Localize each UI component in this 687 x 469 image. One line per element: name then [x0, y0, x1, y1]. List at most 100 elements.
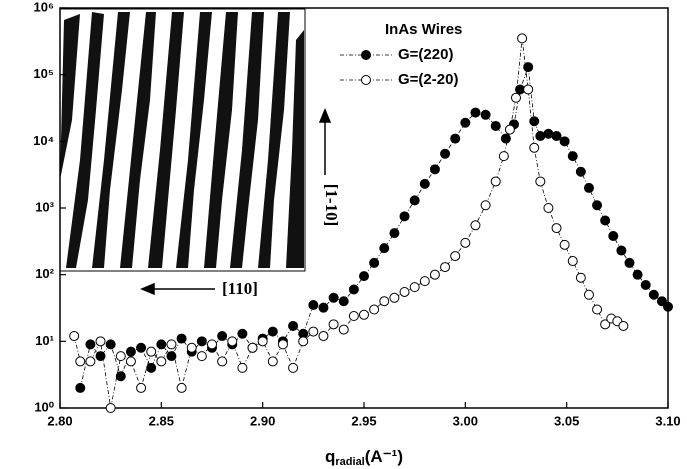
annotation-arrow [140, 108, 332, 296]
data-point [186, 342, 197, 353]
data-point [618, 320, 629, 331]
data-point [277, 339, 288, 350]
data-point [298, 336, 309, 347]
data-point [156, 356, 167, 367]
data-point [575, 272, 586, 283]
data-point [624, 257, 635, 268]
data-point [328, 292, 339, 303]
data-point [267, 326, 278, 337]
data-point [136, 382, 147, 393]
legend-label: G=(2-20) [398, 71, 458, 88]
data-point [196, 336, 207, 347]
y-tick-label: 10¹ [35, 333, 54, 348]
data-point [490, 120, 501, 131]
data-point [389, 292, 400, 303]
data-point [648, 289, 659, 300]
data-point [535, 131, 546, 142]
x-tick-label: 2.85 [149, 413, 174, 428]
data-point [166, 351, 177, 362]
data-point [146, 362, 157, 373]
y-tick-label: 10³ [35, 199, 54, 214]
data-point [567, 256, 578, 267]
data-point [498, 151, 509, 162]
data-point [115, 351, 126, 362]
data-point [419, 178, 430, 189]
data-point [583, 182, 594, 193]
data-point [75, 356, 86, 367]
data-point [85, 339, 96, 350]
data-point [529, 116, 540, 127]
data-point [389, 228, 400, 239]
data-point [318, 331, 329, 342]
data-point [359, 271, 369, 282]
data-point [543, 203, 554, 213]
annotation: [110] [222, 279, 258, 298]
y-tick-label: 10⁵ [33, 66, 54, 81]
data-point [450, 133, 461, 144]
data-point [125, 346, 136, 357]
data-point [166, 339, 177, 350]
data-point [480, 200, 491, 211]
data-point [440, 262, 451, 273]
data-point [217, 356, 228, 367]
data-point [207, 339, 217, 350]
data-point [338, 296, 349, 307]
x-tick-label: 2.80 [47, 413, 72, 428]
data-point [318, 302, 329, 313]
annotation: [1-10] [322, 184, 341, 226]
data-point [419, 276, 430, 287]
data-point [663, 301, 673, 312]
data-point [69, 331, 80, 342]
data-point [632, 269, 643, 280]
x-axis-label: qradial(A⁻¹) [325, 447, 403, 467]
data-point [308, 300, 319, 311]
data-point [237, 328, 248, 339]
data-point [156, 339, 167, 350]
data-point [359, 309, 369, 320]
data-point [115, 371, 126, 382]
data-point [616, 245, 627, 256]
data-point [523, 62, 534, 73]
x-tick-label: 3.10 [655, 413, 680, 428]
y-tick-label: 10⁰ [34, 399, 54, 414]
data-point [551, 131, 562, 142]
data-point [95, 351, 106, 362]
data-point [450, 251, 461, 262]
data-point [583, 289, 594, 300]
data-point [267, 356, 278, 367]
data-point [105, 403, 116, 413]
data-point [429, 164, 440, 175]
data-point [517, 33, 528, 44]
legend-marker [361, 75, 371, 85]
data-point [125, 356, 136, 367]
data-point [379, 296, 390, 307]
data-point [399, 211, 410, 222]
data-point [529, 142, 540, 153]
data-point [608, 231, 619, 242]
data-point [490, 176, 501, 187]
data-point [95, 336, 106, 347]
data-point [288, 362, 299, 373]
data-point [409, 282, 420, 293]
data-point [237, 362, 248, 373]
data-point [409, 195, 420, 206]
data-point [429, 269, 440, 280]
x-label-subscript: radial [335, 456, 364, 468]
data-point [470, 220, 481, 231]
data-point [523, 84, 534, 95]
data-point [399, 286, 410, 297]
data-point [288, 320, 299, 331]
x-tick-label: 3.05 [554, 413, 579, 428]
data-point [348, 284, 359, 295]
data-point [575, 166, 586, 177]
data-point [176, 333, 187, 344]
data-point [105, 339, 116, 350]
data-point [559, 239, 570, 250]
data-point [600, 215, 611, 226]
data-point [543, 128, 554, 139]
x-tick-label: 3.00 [453, 413, 478, 428]
data-point [196, 351, 207, 362]
data-point [257, 336, 268, 347]
data-point [217, 331, 228, 342]
